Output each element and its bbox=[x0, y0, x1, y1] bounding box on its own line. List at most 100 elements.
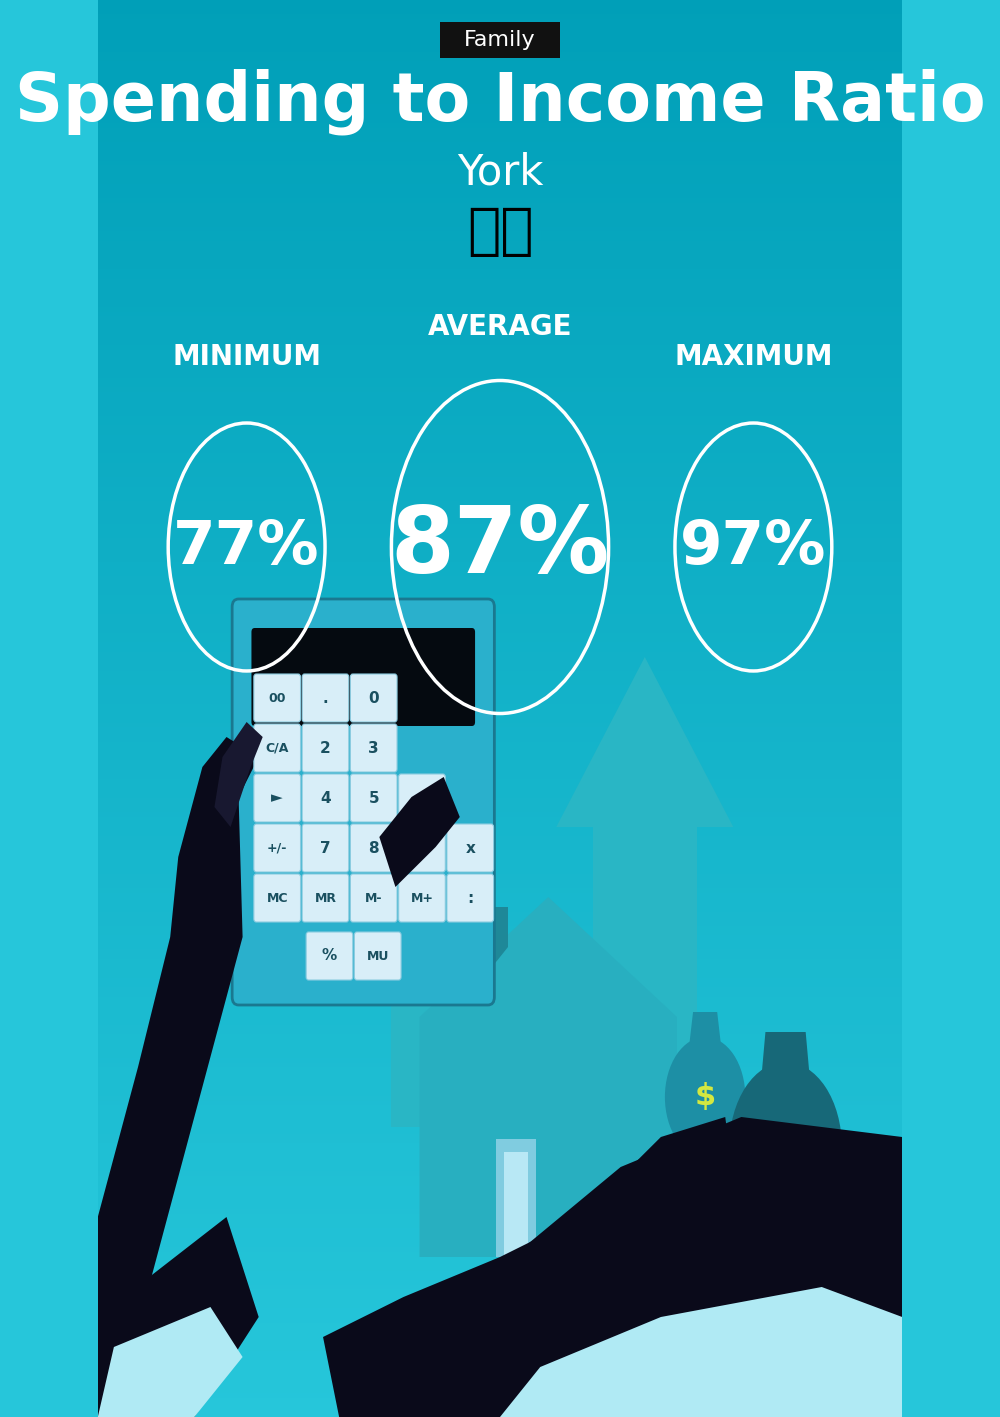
Bar bbox=[98, 1407, 902, 1413]
Bar bbox=[98, 1374, 902, 1379]
Text: %: % bbox=[322, 948, 337, 964]
Bar bbox=[98, 694, 902, 699]
FancyBboxPatch shape bbox=[447, 874, 494, 922]
Bar bbox=[98, 1247, 902, 1251]
Bar bbox=[98, 619, 902, 623]
Bar bbox=[98, 973, 902, 978]
Bar bbox=[98, 387, 902, 393]
Bar bbox=[98, 846, 902, 850]
Bar bbox=[98, 288, 902, 293]
Bar bbox=[98, 808, 902, 812]
Bar bbox=[98, 520, 902, 524]
Bar bbox=[98, 1379, 902, 1384]
Bar bbox=[98, 917, 902, 921]
Bar bbox=[98, 336, 902, 340]
Bar bbox=[98, 28, 902, 33]
Bar bbox=[98, 534, 902, 538]
Bar bbox=[98, 194, 902, 198]
Bar bbox=[98, 373, 902, 378]
Bar bbox=[98, 1384, 902, 1389]
Bar bbox=[98, 279, 902, 283]
FancyBboxPatch shape bbox=[302, 874, 349, 922]
Bar bbox=[98, 755, 902, 761]
Bar bbox=[98, 1280, 902, 1285]
Bar bbox=[98, 1350, 902, 1356]
Polygon shape bbox=[496, 1139, 536, 1152]
Bar bbox=[98, 684, 902, 690]
Bar bbox=[98, 1413, 902, 1417]
FancyBboxPatch shape bbox=[350, 825, 397, 871]
Bar bbox=[98, 1299, 902, 1304]
FancyBboxPatch shape bbox=[350, 724, 397, 772]
Bar bbox=[98, 897, 902, 903]
Bar bbox=[98, 648, 902, 652]
Text: 8: 8 bbox=[368, 840, 379, 856]
Text: x: x bbox=[465, 840, 475, 856]
Bar bbox=[98, 1370, 902, 1374]
Bar bbox=[98, 0, 902, 4]
Text: 97%: 97% bbox=[680, 517, 827, 577]
Bar bbox=[98, 1204, 902, 1209]
Bar bbox=[98, 152, 902, 156]
Bar bbox=[98, 921, 902, 925]
Bar bbox=[98, 198, 902, 203]
Bar bbox=[98, 812, 902, 818]
Bar bbox=[98, 571, 902, 577]
Bar bbox=[98, 166, 902, 170]
Bar bbox=[98, 1403, 902, 1407]
Bar bbox=[98, 1124, 902, 1129]
Polygon shape bbox=[98, 1306, 243, 1417]
Bar bbox=[98, 1073, 902, 1077]
Bar bbox=[98, 784, 902, 789]
Bar bbox=[98, 822, 902, 826]
Bar bbox=[98, 123, 902, 128]
FancyBboxPatch shape bbox=[232, 599, 494, 1005]
Bar bbox=[98, 1162, 902, 1166]
FancyBboxPatch shape bbox=[254, 825, 301, 871]
Bar bbox=[98, 577, 902, 581]
Bar bbox=[98, 118, 902, 123]
Text: AVERAGE: AVERAGE bbox=[428, 313, 572, 341]
Bar bbox=[98, 415, 902, 421]
Bar bbox=[98, 595, 902, 599]
Bar bbox=[98, 939, 902, 945]
Bar bbox=[98, 769, 902, 775]
Bar bbox=[98, 1110, 902, 1115]
Text: +/-: +/- bbox=[267, 842, 287, 854]
Bar bbox=[98, 458, 902, 463]
Bar bbox=[98, 1138, 902, 1144]
Bar bbox=[98, 293, 902, 298]
Bar bbox=[98, 543, 902, 548]
FancyBboxPatch shape bbox=[685, 1224, 790, 1238]
Bar bbox=[98, 1360, 902, 1365]
Bar bbox=[98, 160, 902, 166]
Polygon shape bbox=[500, 1287, 902, 1417]
Bar bbox=[98, 156, 902, 160]
FancyBboxPatch shape bbox=[440, 23, 560, 58]
Bar bbox=[98, 1365, 902, 1370]
FancyBboxPatch shape bbox=[350, 874, 397, 922]
Text: 7: 7 bbox=[320, 840, 331, 856]
FancyBboxPatch shape bbox=[350, 774, 397, 822]
Bar bbox=[98, 860, 902, 864]
Bar bbox=[98, 203, 902, 208]
Bar bbox=[98, 61, 902, 67]
Text: 4: 4 bbox=[320, 791, 331, 805]
Bar bbox=[98, 1081, 902, 1087]
FancyBboxPatch shape bbox=[447, 825, 494, 871]
Bar bbox=[98, 486, 902, 492]
Bar bbox=[98, 259, 902, 265]
Bar bbox=[98, 1336, 902, 1342]
Bar bbox=[98, 67, 902, 71]
Bar bbox=[98, 4, 902, 10]
Polygon shape bbox=[98, 737, 259, 1417]
Text: C/A: C/A bbox=[266, 741, 289, 754]
Bar bbox=[98, 1271, 902, 1275]
Bar bbox=[98, 1389, 902, 1393]
Bar bbox=[98, 251, 902, 255]
Bar bbox=[98, 1308, 902, 1314]
Text: 3: 3 bbox=[368, 741, 379, 755]
Bar bbox=[98, 737, 902, 741]
Bar bbox=[98, 751, 902, 755]
Bar bbox=[98, 95, 902, 99]
